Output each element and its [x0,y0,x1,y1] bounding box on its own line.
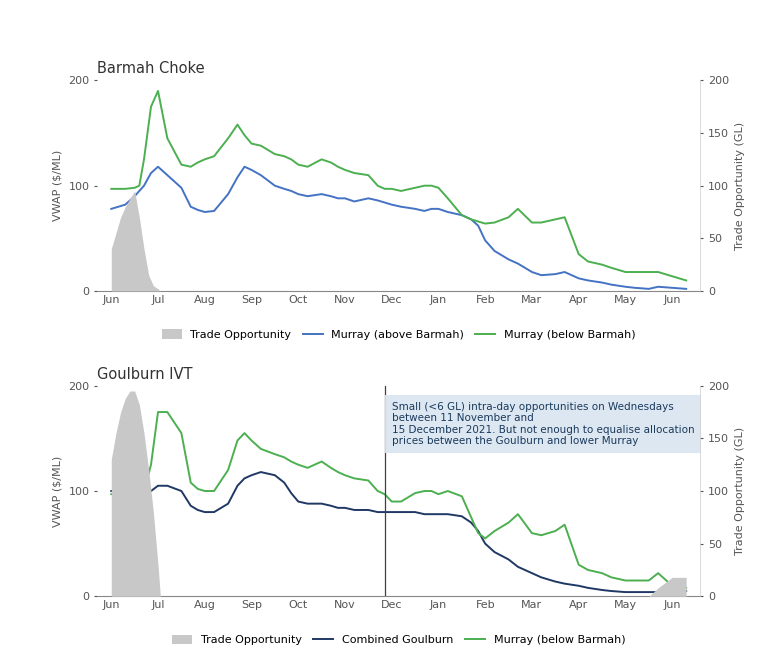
Y-axis label: Trade Opportunity (GL): Trade Opportunity (GL) [734,427,745,555]
Text: Barmah Choke: Barmah Choke [97,62,205,76]
Text: Small (<6 GL) intra-day opportunities on Wednesdays
between 11 November and
15 D: Small (<6 GL) intra-day opportunities on… [391,401,694,446]
Y-axis label: Trade Opportunity (GL): Trade Opportunity (GL) [734,122,745,250]
Legend: Trade Opportunity, Murray (above Barmah), Murray (below Barmah): Trade Opportunity, Murray (above Barmah)… [157,325,640,344]
Y-axis label: VWAP ($/ML): VWAP ($/ML) [53,150,63,221]
Text: Goulburn IVT: Goulburn IVT [97,366,193,382]
Y-axis label: VWAP ($/ML): VWAP ($/ML) [53,456,63,527]
Legend: Trade Opportunity, Combined Goulburn, Murray (below Barmah): Trade Opportunity, Combined Goulburn, Mu… [168,630,629,650]
